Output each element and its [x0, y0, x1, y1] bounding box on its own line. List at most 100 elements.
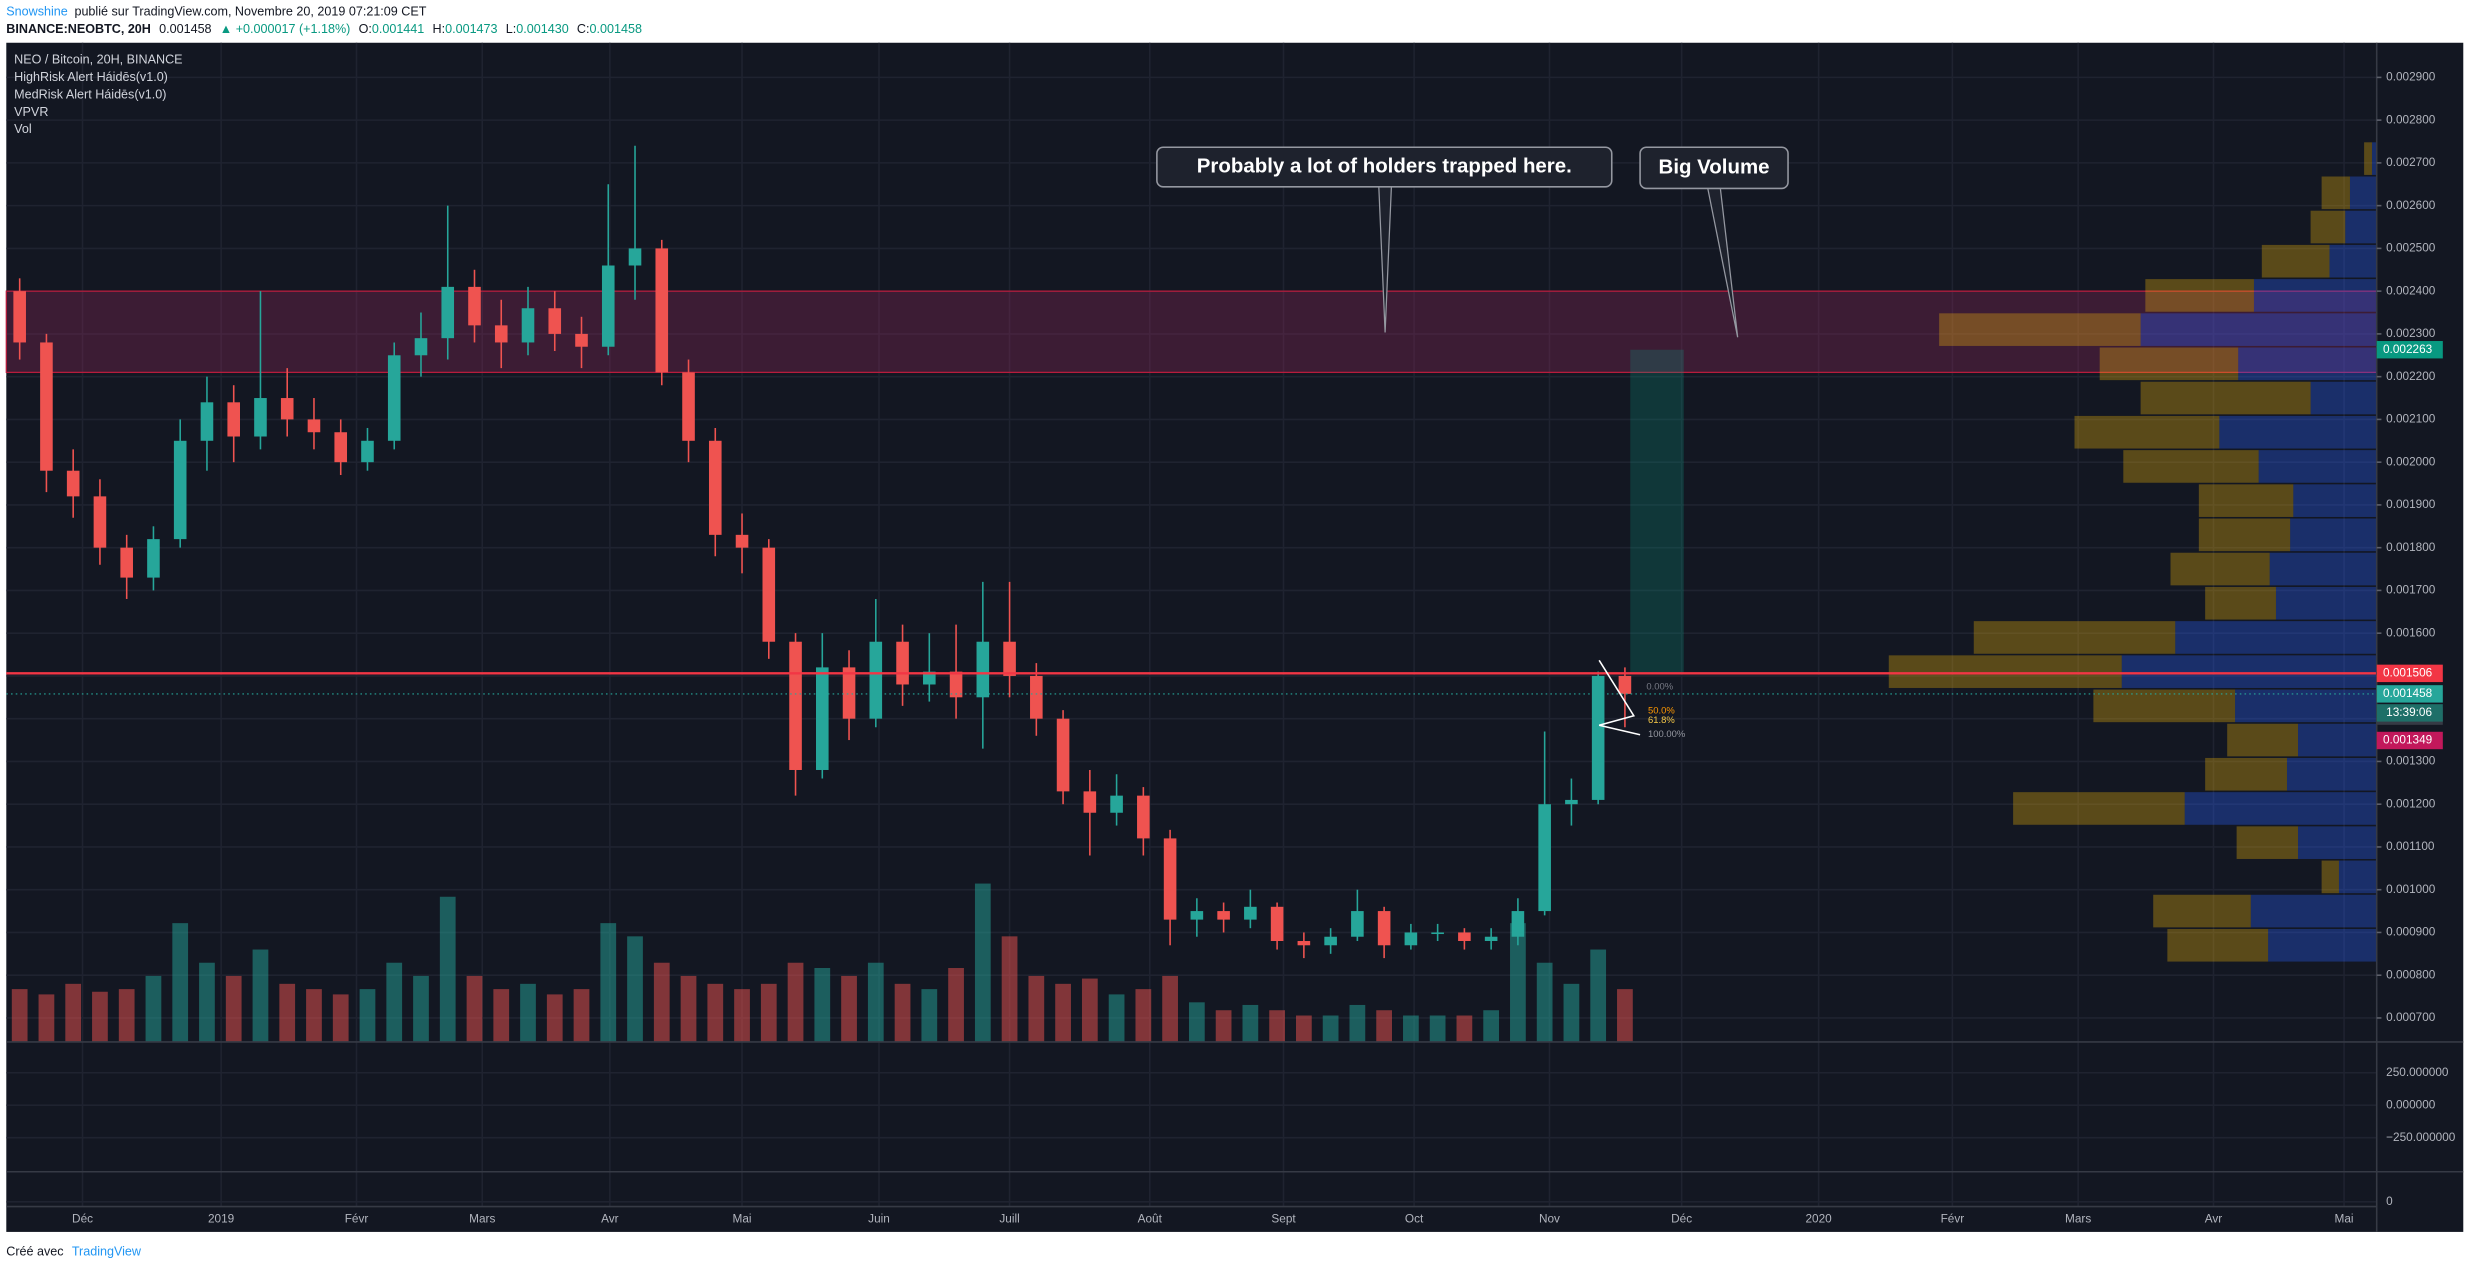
volume-bar: [1135, 989, 1152, 1042]
volume-bar: [1536, 962, 1553, 1042]
volume-bar: [38, 994, 55, 1042]
candle-body: [40, 342, 53, 471]
vpvr-down: [2310, 210, 2346, 244]
volume-bar: [760, 983, 777, 1042]
vpvr-down: [2167, 928, 2269, 962]
volume-bar: [787, 962, 804, 1042]
volume-bar: [1188, 1002, 1205, 1042]
callout-box: [1639, 146, 1789, 190]
vpvr-up: [2140, 313, 2377, 346]
candle-body: [280, 398, 294, 420]
axis-layer: Déc 2019 Févr Mars Avr Mai Juin Juill Août Sept Oc…: [72, 69, 2456, 1225]
candle-body: [548, 308, 562, 334]
volume-bar: [814, 968, 831, 1042]
vpvr-down: [2013, 792, 2185, 825]
candle-body: [93, 496, 107, 548]
candle-body: [1591, 675, 1605, 800]
ohlc-value: 0.001430: [516, 22, 568, 36]
author[interactable]: Snowshine: [6, 5, 68, 19]
vpvr-down: [2145, 279, 2254, 312]
vpvr-up: [2310, 381, 2377, 415]
volume-bar: [11, 989, 28, 1042]
vpvr-down: [2205, 757, 2287, 791]
candle-body: [1030, 675, 1043, 719]
volume-bar: [1081, 978, 1098, 1042]
target-box: [1630, 349, 1684, 674]
candle-body: [200, 402, 214, 441]
y-tick-label: −250.000000: [2386, 1130, 2456, 1144]
legend: NEO / Bitcoin, 20H, BINANCE HighRisk Ale…: [14, 52, 182, 136]
volume-bar: [1429, 1015, 1446, 1042]
vpvr-up: [2286, 757, 2377, 791]
vpvr-up: [2238, 347, 2377, 381]
legend-item[interactable]: MedRisk Alert Háidēs(v1.0): [14, 87, 166, 101]
x-tick-label: Juill: [999, 1211, 1019, 1225]
callout: Probably a lot of holders trapped here.: [1156, 146, 1613, 333]
candle-body: [227, 402, 241, 437]
vpvr-down: [2198, 484, 2294, 517]
x-tick-label: Déc: [1671, 1211, 1692, 1225]
candle-body: [1618, 675, 1632, 694]
volume-bar: [1001, 936, 1018, 1042]
countdown: 13:39:06: [2386, 705, 2432, 719]
candle-body: [1324, 936, 1337, 946]
callout: Big Volume: [1639, 146, 1789, 338]
x-tick-label: Nov: [1539, 1211, 1560, 1225]
fib-label: 50.0%: [1648, 705, 1675, 716]
volume-bar: [1028, 975, 1045, 1042]
volume-bar: [466, 975, 483, 1042]
y-tick-label: 0.002800: [2386, 112, 2436, 126]
ohlc-value: 0.001458: [590, 22, 642, 36]
candle-body: [1458, 932, 1471, 942]
candle-body: [869, 641, 883, 719]
volume-bar: [867, 962, 884, 1042]
volume-bar: [92, 991, 108, 1042]
ohlc-label: H:: [433, 22, 446, 36]
volume-bar: [894, 983, 911, 1042]
vpvr-up: [2349, 176, 2377, 210]
legend-item[interactable]: VPVR: [14, 105, 48, 119]
candle-body: [735, 534, 749, 548]
x-tick-label: Mai: [2335, 1211, 2354, 1225]
y-tick-label: 0.002200: [2386, 369, 2436, 383]
candle-body: [896, 641, 909, 685]
candle-body: [762, 547, 776, 642]
x-tick-label: Mai: [733, 1211, 752, 1225]
x-tick-label: Mars: [469, 1211, 495, 1225]
candle-body: [575, 333, 588, 347]
candle-body: [254, 398, 267, 437]
volume-bar: [199, 962, 215, 1042]
candle-body: [441, 286, 455, 339]
callout-text: Big Volume: [1659, 155, 1770, 178]
volume-bar: [1456, 1015, 1473, 1042]
vpvr-down: [2321, 860, 2339, 894]
footer-brand[interactable]: TradingView: [72, 1245, 142, 1259]
vpvr-up: [2290, 518, 2377, 552]
candle-body: [1270, 906, 1284, 942]
countdown-box: [2376, 704, 2443, 722]
volume-bar: [841, 975, 857, 1042]
volume-bar: [1617, 989, 1633, 1042]
vpvr-down: [1973, 621, 2176, 654]
vpvr-up: [2371, 142, 2377, 175]
candle-body: [1351, 911, 1364, 937]
y-tick-label: 0.001900: [2386, 497, 2436, 511]
vpvr-down: [2236, 826, 2299, 859]
x-tick-label: 2019: [208, 1211, 235, 1225]
vpvr-down: [2261, 244, 2330, 278]
vpvr-up: [2269, 552, 2377, 586]
candle-body: [147, 539, 160, 578]
vpvr-up: [2338, 860, 2377, 894]
y-tick-label: 0.001200: [2386, 796, 2436, 810]
vpvr-down: [2074, 415, 2220, 449]
volume-bar: [359, 989, 376, 1042]
volume-bar: [974, 883, 991, 1042]
volume-bar: [707, 983, 724, 1042]
y-tick-label: 0.002600: [2386, 198, 2436, 212]
legend-item[interactable]: Vol: [14, 122, 31, 136]
volume-bar: [1349, 1004, 1366, 1042]
volume-bar: [680, 975, 697, 1042]
y-tick-label: 0.002300: [2386, 326, 2436, 340]
legend-item[interactable]: HighRisk Alert Háidēs(v1.0): [14, 70, 168, 84]
volume-bar: [1295, 1015, 1312, 1042]
